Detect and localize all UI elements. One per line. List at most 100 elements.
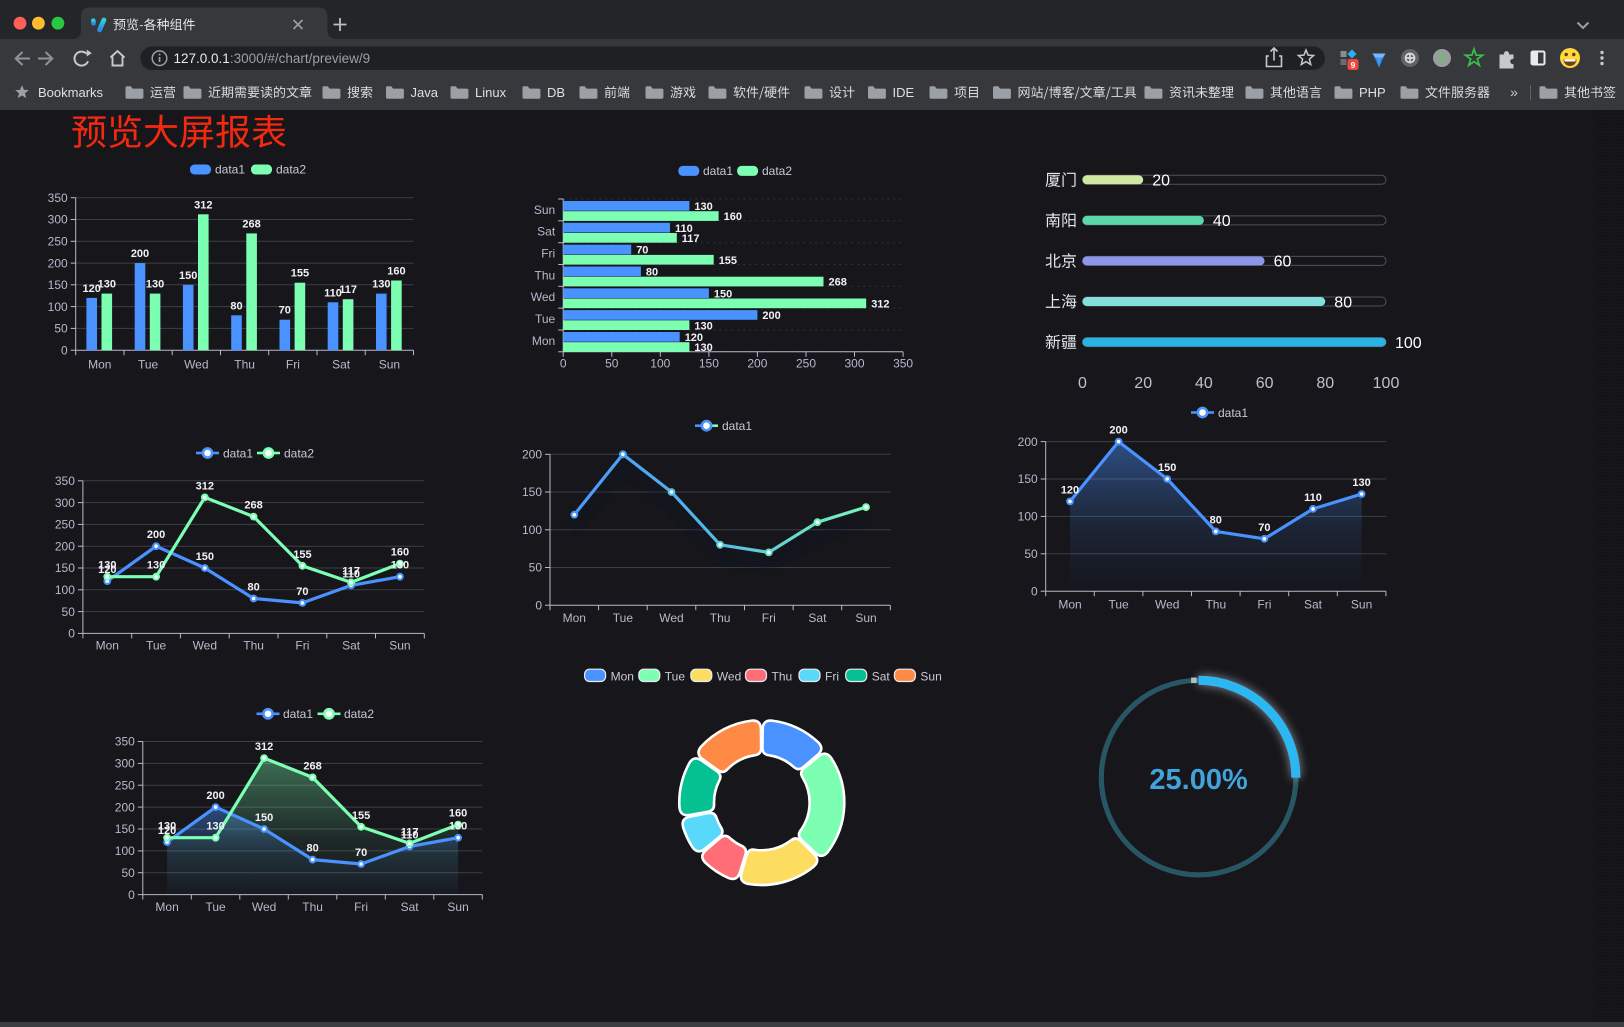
svg-text:117: 117 bbox=[339, 284, 357, 296]
svg-text:Fri: Fri bbox=[825, 669, 839, 683]
svg-text:Sun: Sun bbox=[534, 203, 555, 217]
svg-text:Tue: Tue bbox=[665, 669, 686, 683]
svg-text:300: 300 bbox=[55, 496, 75, 510]
svg-text:Thu: Thu bbox=[772, 669, 793, 683]
svg-text:PHP: PHP bbox=[1359, 85, 1386, 100]
svg-text:350: 350 bbox=[893, 357, 913, 371]
svg-text:Sun: Sun bbox=[1351, 598, 1372, 612]
svg-text:130: 130 bbox=[98, 279, 116, 291]
svg-text:60: 60 bbox=[1256, 375, 1274, 392]
svg-text:Tue: Tue bbox=[146, 639, 167, 653]
svg-text:130: 130 bbox=[147, 560, 165, 572]
svg-text:350: 350 bbox=[55, 474, 75, 488]
svg-text:120: 120 bbox=[1061, 484, 1079, 496]
svg-text:312: 312 bbox=[255, 741, 273, 753]
svg-text:Sun: Sun bbox=[379, 358, 400, 372]
svg-text:20: 20 bbox=[1134, 375, 1152, 392]
svg-text:Wed: Wed bbox=[1155, 598, 1179, 612]
svg-text:80: 80 bbox=[1210, 514, 1222, 526]
svg-text:data2: data2 bbox=[284, 446, 314, 460]
svg-text:50: 50 bbox=[54, 322, 68, 336]
svg-text:Sat: Sat bbox=[1304, 598, 1323, 612]
svg-text:IDE: IDE bbox=[893, 85, 915, 100]
svg-text:data2: data2 bbox=[276, 163, 306, 177]
svg-text:200: 200 bbox=[115, 800, 135, 814]
svg-text:160: 160 bbox=[449, 808, 467, 820]
svg-text:0: 0 bbox=[128, 888, 135, 902]
svg-text:80: 80 bbox=[646, 267, 658, 279]
svg-text:312: 312 bbox=[196, 480, 214, 492]
svg-text:150: 150 bbox=[55, 561, 75, 575]
svg-text:130: 130 bbox=[1352, 477, 1370, 489]
svg-text:200: 200 bbox=[1109, 425, 1127, 437]
svg-text:200: 200 bbox=[55, 539, 75, 553]
svg-text:50: 50 bbox=[605, 357, 619, 371]
svg-text:110: 110 bbox=[324, 287, 342, 299]
svg-text:200: 200 bbox=[131, 248, 149, 260]
svg-text:80: 80 bbox=[1316, 375, 1334, 392]
svg-text:100: 100 bbox=[48, 300, 68, 314]
svg-text:200: 200 bbox=[762, 310, 780, 322]
svg-text:Thu: Thu bbox=[710, 611, 731, 625]
svg-text:0: 0 bbox=[560, 357, 567, 371]
svg-text:80: 80 bbox=[230, 300, 242, 312]
svg-text:DB: DB bbox=[547, 85, 565, 100]
svg-text:250: 250 bbox=[115, 778, 135, 792]
svg-text:120: 120 bbox=[83, 283, 101, 295]
svg-text:150: 150 bbox=[115, 822, 135, 836]
svg-text:200: 200 bbox=[147, 529, 165, 541]
svg-text:Tue: Tue bbox=[205, 900, 226, 914]
svg-text:150: 150 bbox=[196, 551, 214, 563]
svg-text:100: 100 bbox=[1395, 335, 1422, 352]
svg-text:312: 312 bbox=[194, 199, 212, 211]
svg-text:130: 130 bbox=[98, 560, 116, 572]
svg-text:Thu: Thu bbox=[1205, 598, 1226, 612]
svg-text:data2: data2 bbox=[762, 164, 792, 178]
svg-text:Fri: Fri bbox=[762, 611, 776, 625]
svg-text:160: 160 bbox=[387, 266, 405, 278]
svg-text:200: 200 bbox=[1018, 435, 1038, 449]
svg-text:80: 80 bbox=[247, 582, 259, 594]
svg-text:Wed: Wed bbox=[184, 358, 208, 372]
svg-text:268: 268 bbox=[829, 277, 847, 289]
svg-text:150: 150 bbox=[699, 357, 719, 371]
svg-text:Sat: Sat bbox=[537, 225, 556, 239]
svg-text:50: 50 bbox=[529, 561, 543, 575]
svg-text:Java: Java bbox=[411, 85, 439, 100]
svg-text:300: 300 bbox=[48, 213, 68, 227]
svg-text:Fri: Fri bbox=[541, 247, 555, 261]
svg-text:120: 120 bbox=[158, 825, 176, 837]
svg-text:250: 250 bbox=[55, 518, 75, 532]
svg-text:Wed: Wed bbox=[659, 611, 683, 625]
svg-text:Tue: Tue bbox=[1108, 598, 1129, 612]
svg-text:Wed: Wed bbox=[252, 900, 276, 914]
svg-text:117: 117 bbox=[401, 826, 419, 838]
svg-text:250: 250 bbox=[48, 235, 68, 249]
svg-text:»: » bbox=[1510, 84, 1518, 100]
svg-text:0: 0 bbox=[1031, 584, 1038, 598]
svg-text:70: 70 bbox=[279, 305, 291, 317]
svg-text:160: 160 bbox=[391, 547, 409, 559]
svg-text:50: 50 bbox=[1024, 547, 1038, 561]
svg-text:Mon: Mon bbox=[1058, 598, 1081, 612]
svg-text:312: 312 bbox=[871, 299, 889, 311]
svg-text:Mon: Mon bbox=[155, 900, 178, 914]
svg-text:Sat: Sat bbox=[342, 639, 361, 653]
svg-text:Mon: Mon bbox=[532, 334, 555, 348]
svg-text:200: 200 bbox=[747, 357, 767, 371]
svg-text:data1: data1 bbox=[722, 419, 752, 433]
svg-text:Sun: Sun bbox=[447, 900, 468, 914]
svg-text:Mon: Mon bbox=[96, 639, 119, 653]
svg-text:40: 40 bbox=[1213, 213, 1231, 230]
svg-text:130: 130 bbox=[372, 279, 390, 291]
svg-text:Sat: Sat bbox=[401, 900, 420, 914]
svg-text:Tue: Tue bbox=[535, 312, 556, 326]
svg-text:Wed: Wed bbox=[717, 669, 741, 683]
svg-text:0: 0 bbox=[68, 627, 75, 641]
svg-text:120: 120 bbox=[685, 332, 703, 344]
svg-text:Sun: Sun bbox=[389, 639, 410, 653]
svg-text:250: 250 bbox=[796, 357, 816, 371]
svg-text:60: 60 bbox=[1274, 254, 1292, 271]
svg-text:70: 70 bbox=[355, 847, 367, 859]
svg-text:117: 117 bbox=[342, 565, 360, 577]
